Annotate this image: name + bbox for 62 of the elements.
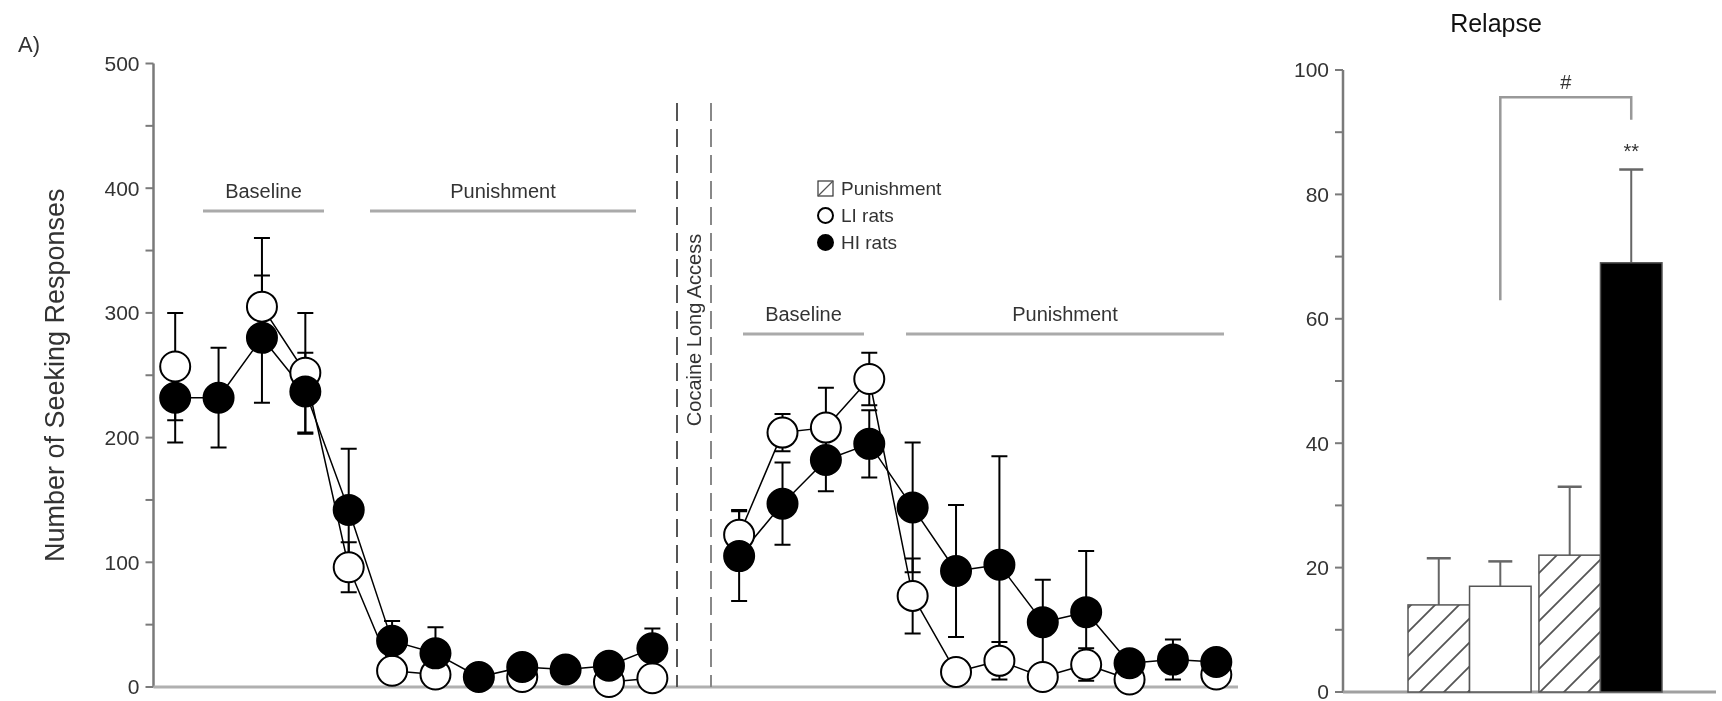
annotation: Baseline — [225, 180, 302, 202]
annotation: Cocaine Long Access — [683, 233, 705, 427]
point — [159, 381, 192, 414]
point — [853, 427, 886, 460]
point — [1026, 661, 1059, 694]
point — [159, 350, 192, 383]
point — [809, 411, 842, 444]
y-tick-label: 80 — [1305, 182, 1329, 206]
point — [332, 493, 365, 526]
legend-label: HI rats — [841, 231, 897, 253]
point — [549, 653, 582, 686]
annotation: Baseline — [765, 303, 842, 325]
point — [1070, 596, 1103, 629]
annotation: Punishment — [1012, 303, 1119, 325]
chart-title: Relapse — [1450, 9, 1542, 37]
point — [940, 656, 973, 689]
y-tick-label: 0 — [127, 675, 140, 699]
y-tick-label: 20 — [1305, 555, 1329, 579]
point — [1070, 648, 1103, 681]
point — [983, 548, 1016, 581]
y-tick-label: 500 — [104, 51, 140, 75]
y-tick-label: 200 — [104, 425, 140, 449]
point — [723, 540, 756, 573]
y-axis-title: Number of Seeking Responses — [40, 188, 71, 563]
point — [376, 654, 409, 687]
annotation: Punishment — [450, 180, 557, 202]
point — [983, 644, 1016, 677]
point — [592, 649, 625, 682]
legend-label: LI rats — [841, 204, 894, 226]
y-tick-label: 400 — [104, 176, 140, 200]
point — [766, 487, 799, 520]
point — [289, 375, 322, 408]
annotation: ** — [1623, 139, 1640, 162]
annotation: # — [1560, 71, 1573, 94]
y-tick-label: 0 — [1317, 680, 1329, 701]
point — [853, 362, 886, 395]
point — [506, 651, 539, 684]
point — [809, 444, 842, 477]
y-tick-label: 100 — [1293, 58, 1329, 82]
point — [940, 555, 973, 588]
y-tick-label: 100 — [104, 550, 140, 574]
point — [766, 416, 799, 449]
point — [462, 661, 495, 694]
point — [896, 579, 929, 612]
point — [245, 290, 278, 323]
point — [636, 662, 669, 695]
y-tick-label: 300 — [104, 301, 140, 325]
point — [419, 637, 452, 670]
point — [1200, 646, 1233, 679]
point — [896, 491, 929, 524]
point — [1156, 643, 1189, 676]
point — [1113, 647, 1146, 680]
point — [376, 624, 409, 657]
point — [245, 321, 278, 354]
text: Punishment — [841, 177, 942, 199]
point — [202, 381, 235, 414]
point — [1026, 606, 1059, 639]
point — [332, 551, 365, 584]
point — [636, 632, 669, 665]
y-tick-label: 60 — [1305, 307, 1329, 331]
y-tick-label: 40 — [1305, 431, 1329, 455]
text: A) — [18, 32, 40, 57]
